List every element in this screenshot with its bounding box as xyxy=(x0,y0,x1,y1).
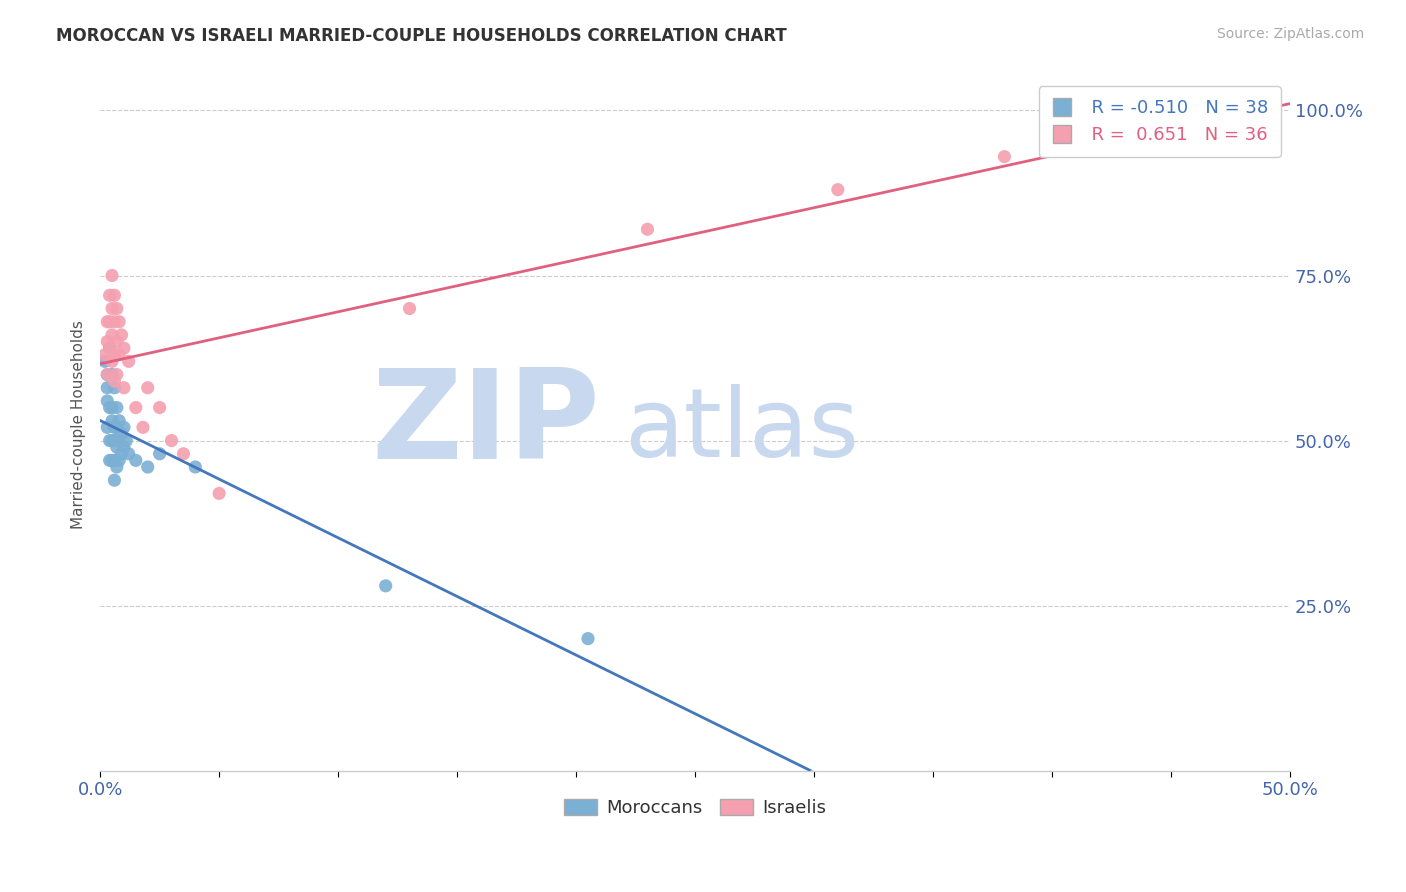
Text: ZIP: ZIP xyxy=(371,364,600,484)
Point xyxy=(125,401,148,415)
Point xyxy=(105,440,128,454)
Point xyxy=(110,427,132,442)
Point xyxy=(125,453,148,467)
Point xyxy=(115,434,138,448)
Point xyxy=(98,434,121,448)
Point xyxy=(105,334,128,349)
Point xyxy=(101,414,124,428)
Point xyxy=(96,315,118,329)
Point xyxy=(101,401,124,415)
Point xyxy=(96,334,118,349)
Point xyxy=(374,579,396,593)
Y-axis label: Married-couple Households: Married-couple Households xyxy=(72,319,86,528)
Point xyxy=(637,222,659,236)
Point xyxy=(112,381,135,395)
Point xyxy=(98,453,121,467)
Text: atlas: atlas xyxy=(624,384,859,477)
Point xyxy=(96,368,118,382)
Point xyxy=(110,447,132,461)
Point xyxy=(149,401,172,415)
Point xyxy=(108,434,131,448)
Point xyxy=(136,381,159,395)
Point xyxy=(94,354,117,368)
Point xyxy=(112,420,135,434)
Point xyxy=(105,401,128,415)
Point xyxy=(103,348,125,362)
Point xyxy=(827,183,849,197)
Point xyxy=(101,453,124,467)
Point xyxy=(118,447,141,461)
Point xyxy=(112,341,135,355)
Point xyxy=(103,453,125,467)
Point xyxy=(136,460,159,475)
Point xyxy=(110,327,132,342)
Point xyxy=(105,368,128,382)
Point xyxy=(108,348,131,362)
Point xyxy=(98,288,121,302)
Point xyxy=(108,315,131,329)
Point xyxy=(118,354,141,368)
Point xyxy=(96,420,118,434)
Point xyxy=(160,434,183,448)
Text: MOROCCAN VS ISRAELI MARRIED-COUPLE HOUSEHOLDS CORRELATION CHART: MOROCCAN VS ISRAELI MARRIED-COUPLE HOUSE… xyxy=(56,27,787,45)
Point xyxy=(576,632,599,646)
Point xyxy=(103,420,125,434)
Point xyxy=(101,354,124,368)
Point xyxy=(103,434,125,448)
Text: Source: ZipAtlas.com: Source: ZipAtlas.com xyxy=(1216,27,1364,41)
Point xyxy=(108,414,131,428)
Point xyxy=(105,420,128,434)
Point xyxy=(101,434,124,448)
Point xyxy=(993,150,1015,164)
Point xyxy=(101,268,124,283)
Point xyxy=(184,460,207,475)
Point xyxy=(103,381,125,395)
Point xyxy=(1184,103,1206,118)
Legend: Moroccans, Israelis: Moroccans, Israelis xyxy=(557,791,832,824)
Point xyxy=(103,288,125,302)
Point xyxy=(101,301,124,316)
Point xyxy=(208,486,231,500)
Point xyxy=(149,447,172,461)
Point xyxy=(98,341,121,355)
Point xyxy=(96,368,118,382)
Point xyxy=(103,473,125,487)
Point xyxy=(101,368,124,382)
Point xyxy=(105,460,128,475)
Point xyxy=(105,301,128,316)
Point xyxy=(94,348,117,362)
Point xyxy=(98,341,121,355)
Point xyxy=(101,327,124,342)
Point xyxy=(172,447,194,461)
Point xyxy=(96,381,118,395)
Point xyxy=(108,453,131,467)
Point xyxy=(112,440,135,454)
Point xyxy=(398,301,420,316)
Point xyxy=(96,394,118,409)
Point xyxy=(98,401,121,415)
Point xyxy=(132,420,155,434)
Point xyxy=(103,315,125,329)
Point xyxy=(98,315,121,329)
Point xyxy=(103,374,125,388)
